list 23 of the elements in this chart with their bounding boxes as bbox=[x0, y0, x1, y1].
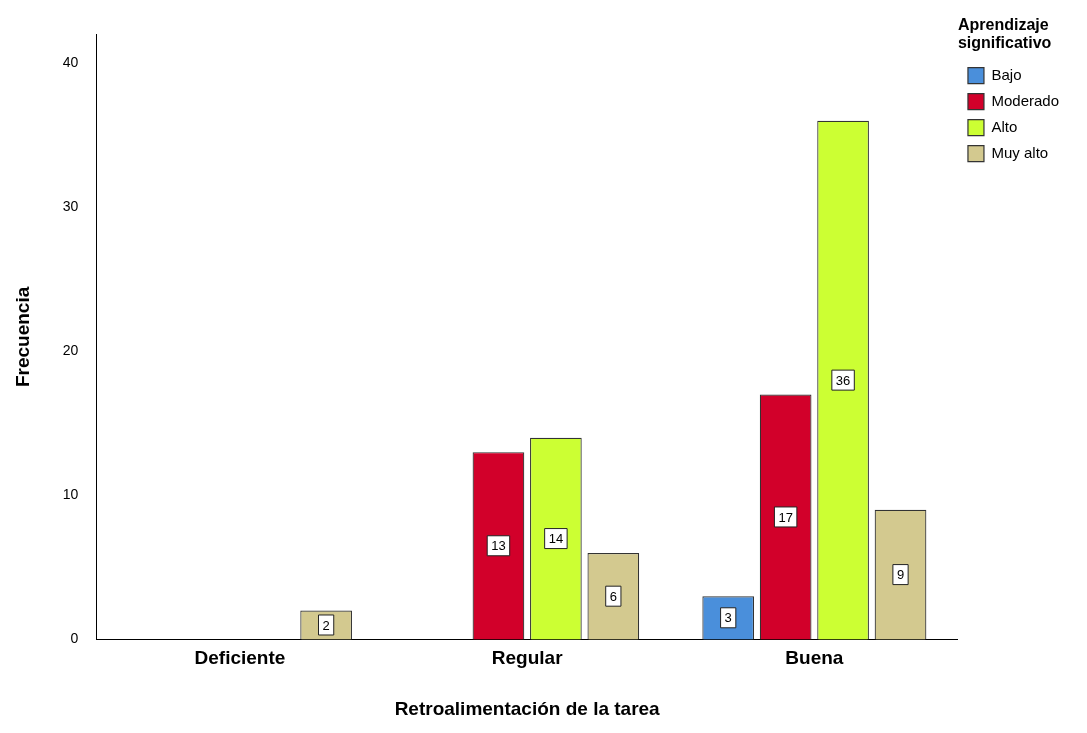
legend-label: Muy alto bbox=[991, 143, 1049, 161]
legend-label: Bajo bbox=[991, 65, 1022, 83]
legend-label: Moderado bbox=[991, 91, 1059, 109]
x-tick-label: Regular bbox=[491, 647, 564, 669]
y-tick-label: 30 bbox=[62, 198, 79, 215]
data-label: 17 bbox=[778, 509, 793, 525]
data-label: 9 bbox=[896, 567, 905, 583]
y-axis-title: Frecuencia bbox=[11, 286, 33, 388]
legend-title: Aprendizaje significativo bbox=[957, 16, 1052, 52]
legend-label: Alto bbox=[991, 117, 1018, 135]
x-tick-label: Deficiente bbox=[194, 647, 286, 669]
data-label: 13 bbox=[491, 538, 506, 554]
data-label: 6 bbox=[609, 588, 617, 604]
data-label: 14 bbox=[548, 531, 564, 547]
y-tick-label: 40 bbox=[62, 54, 79, 71]
x-axis-title: Retroalimentación de la tarea bbox=[394, 697, 661, 719]
x-tick-label: Buena bbox=[785, 647, 844, 669]
y-tick-label: 20 bbox=[62, 342, 79, 359]
data-label: 3 bbox=[724, 610, 732, 626]
y-tick-label: 10 bbox=[62, 486, 79, 503]
y-tick-label: 0 bbox=[70, 630, 79, 647]
data-label: 36 bbox=[835, 372, 851, 388]
data-label: 2 bbox=[322, 617, 330, 633]
